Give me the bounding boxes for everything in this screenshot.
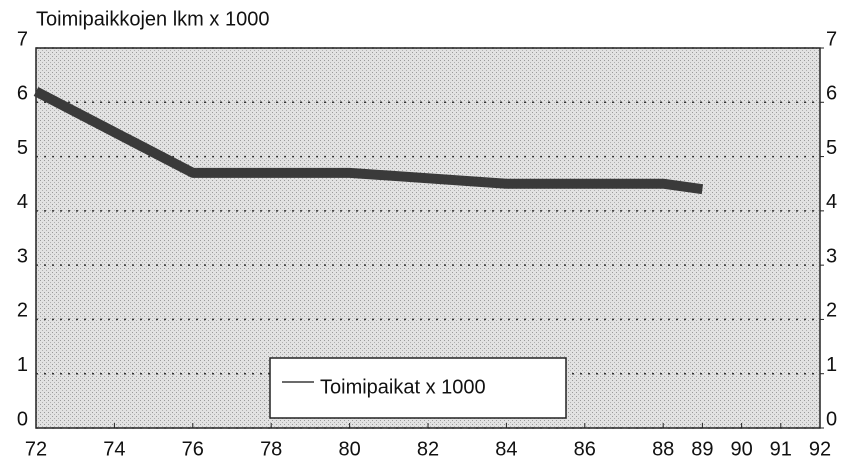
y2-tick-label: 5 <box>826 137 837 159</box>
x-tick-label: 74 <box>103 438 125 460</box>
y-tick-label: 0 <box>17 408 28 430</box>
x-tick-label: 82 <box>417 438 439 460</box>
legend-label: Toimipaikat x 1000 <box>320 376 486 398</box>
x-tick-label: 84 <box>495 438 517 460</box>
y2-tick-label: 6 <box>826 83 837 105</box>
y-tick-label: 7 <box>17 28 28 50</box>
data-line <box>33 86 704 195</box>
x-tick-label: 76 <box>182 438 204 460</box>
y-tick-label: 4 <box>17 191 28 213</box>
y2-tick-label: 7 <box>826 28 837 50</box>
y-tick-label: 6 <box>17 83 28 105</box>
x-tick-label: 78 <box>260 438 282 460</box>
y-tick-label: 3 <box>17 245 28 267</box>
y2-tick-label: 2 <box>826 300 837 322</box>
x-tick-label: 89 <box>691 438 713 460</box>
y-tick-label: 5 <box>17 137 28 159</box>
x-tick-label: 72 <box>25 438 47 460</box>
legend-box <box>269 357 567 419</box>
x-tick-label: 91 <box>770 438 792 460</box>
x-tick-label: 92 <box>809 438 831 460</box>
y-tick-label: 2 <box>17 300 28 322</box>
y2-tick-label: 0 <box>826 408 837 430</box>
y2-tick-label: 3 <box>826 245 837 267</box>
y-tick-label: 1 <box>17 354 28 376</box>
x-tick-label: 86 <box>574 438 596 460</box>
x-tick-label: 80 <box>338 438 360 460</box>
chart-title: Toimipaikkojen lkm x 1000 <box>36 8 269 30</box>
y2-tick-label: 4 <box>826 191 837 213</box>
x-tick-label: 88 <box>652 438 674 460</box>
x-tick-label: 90 <box>730 438 752 460</box>
y2-tick-label: 1 <box>826 354 837 376</box>
